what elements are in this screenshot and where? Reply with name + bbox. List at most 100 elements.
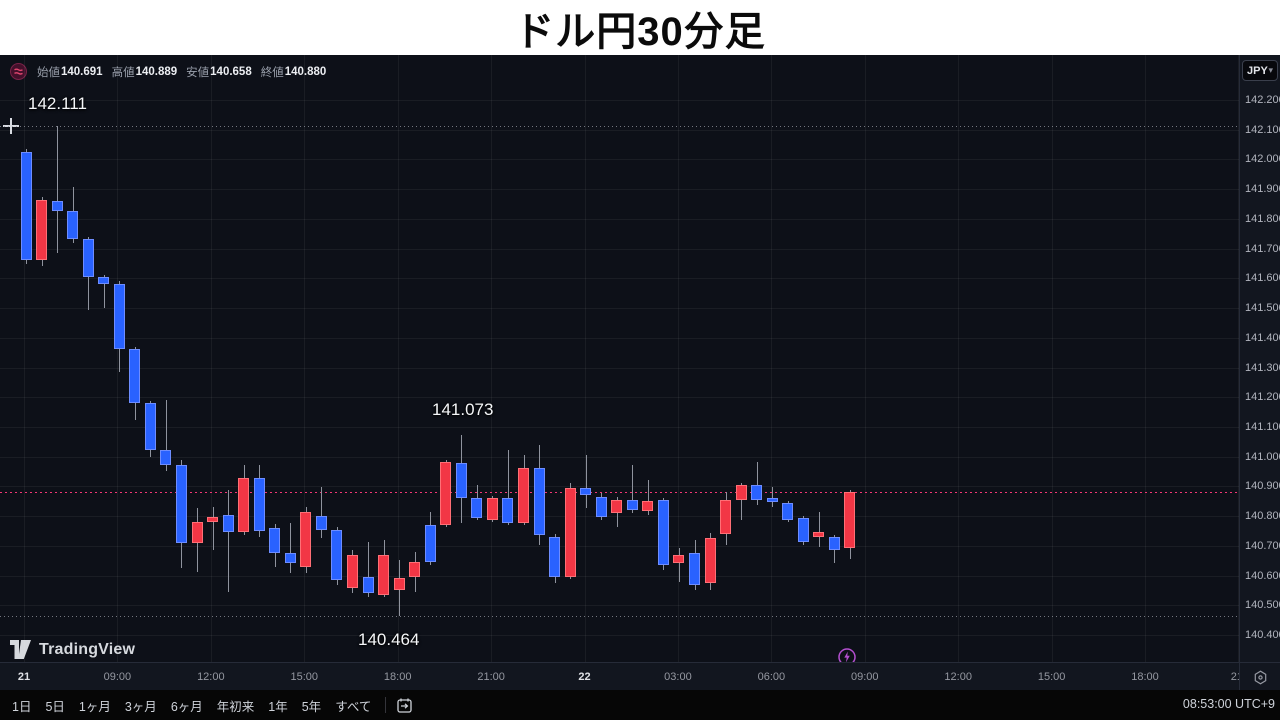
candle — [285, 553, 296, 563]
horizontal-gridline — [0, 248, 1239, 250]
vertical-gridline — [1052, 55, 1053, 662]
candle — [83, 239, 94, 277]
vertical-gridline — [678, 55, 679, 662]
range-button-5日[interactable]: 5日 — [45, 696, 64, 715]
candle-wick — [57, 126, 58, 253]
candle — [440, 462, 451, 525]
market-status-icon[interactable] — [838, 648, 856, 662]
candle — [673, 555, 684, 563]
candle — [238, 478, 249, 532]
time-tick-label: 12:00 — [944, 671, 972, 683]
price-tick-label: 140.400 — [1245, 629, 1280, 641]
price-tick-label: 140.900 — [1245, 480, 1280, 493]
candle — [129, 349, 140, 403]
price-axis[interactable]: JPY ▾ 142.200 142.100 142.000 141.900 141.80… — [1239, 55, 1280, 662]
range-button-3ヶ月[interactable]: 3ヶ月 — [125, 696, 157, 715]
time-tick-label: 15:00 — [290, 671, 319, 683]
price-tick-label: 140.700 — [1245, 539, 1280, 552]
candle — [720, 500, 731, 534]
vertical-gridline — [398, 55, 399, 662]
time-tick-label: 18:00 — [383, 671, 412, 683]
horizontal-gridline — [0, 308, 1239, 310]
horizontal-gridline — [0, 337, 1239, 339]
price-tick-label: 142.100 — [1245, 123, 1280, 136]
candle — [782, 503, 793, 520]
candle — [347, 555, 358, 588]
time-tick-label: 12:00 — [197, 671, 225, 683]
last-price-line — [0, 492, 1239, 493]
candle — [114, 284, 125, 349]
candle — [378, 555, 389, 595]
candle — [98, 277, 109, 284]
price-tick-label: 141.300 — [1245, 361, 1280, 374]
legend-high: 高値 140.889 — [111, 65, 178, 79]
candle — [425, 525, 436, 562]
currency-selector[interactable]: JPY ▾ — [1242, 60, 1278, 81]
vertical-gridline — [958, 55, 959, 662]
vertical-gridline — [585, 55, 586, 662]
symbol-icon[interactable] — [10, 63, 27, 80]
gear-icon[interactable] — [1253, 670, 1268, 685]
candle — [689, 553, 700, 585]
bottom-toolbar: 1日 5日 1ヶ月 3ヶ月 6ヶ月 年初来 1年 5年 すべて 08:53:00 UTC+9 — [0, 690, 1280, 720]
candle — [456, 463, 467, 498]
candle — [207, 517, 218, 522]
vertical-gridline — [491, 55, 492, 662]
range-button-1年[interactable]: 1年 — [268, 696, 287, 715]
candle — [565, 488, 576, 577]
currency-label: JPY — [1247, 64, 1268, 77]
date-range-icon[interactable] — [396, 697, 413, 714]
horizontal-gridline — [0, 575, 1239, 577]
range-button-6ヶ月[interactable]: 6ヶ月 — [171, 696, 203, 715]
candle — [596, 497, 607, 517]
candle-wick — [772, 487, 773, 507]
candle — [518, 468, 529, 523]
vertical-gridline — [1238, 55, 1239, 662]
candle — [471, 498, 482, 518]
tradingview-logo[interactable]: TradingView — [10, 640, 135, 659]
candle — [300, 512, 311, 567]
price-tick-label: 142.200 — [1245, 94, 1280, 106]
price-chart-plot[interactable]: 始値 140.691 高値 140.889 安値 140.658 終値 140.… — [0, 55, 1239, 662]
candle — [502, 498, 513, 523]
candle — [751, 485, 762, 500]
time-tick-label: 15:00 — [1037, 671, 1066, 683]
vertical-gridline — [24, 55, 25, 662]
timezone-settings-corner — [1239, 662, 1280, 691]
candle — [658, 500, 669, 565]
candle — [223, 515, 234, 532]
range-button-1日[interactable]: 1日 — [12, 696, 31, 715]
chevron-down-icon: ▾ — [1268, 65, 1273, 75]
horizontal-gridline — [0, 278, 1239, 280]
candle — [829, 537, 840, 550]
range-button-1ヶ月[interactable]: 1ヶ月 — [79, 696, 111, 715]
candle — [549, 537, 560, 577]
candle-wick — [819, 512, 820, 547]
candle — [394, 578, 405, 590]
candle-wick — [508, 450, 509, 525]
ohlc-legend: 始値 140.691 高値 140.889 安値 140.658 終値 140.… — [10, 63, 335, 80]
toolbar-divider — [385, 697, 387, 713]
time-tick-label: 21: — [1230, 671, 1239, 683]
candle — [487, 498, 498, 520]
time-tick-label: 18:00 — [1131, 671, 1159, 683]
time-axis[interactable]: 21 09:00 12:00 15:00 18:00 21:00 22 03:00 06:00 0… — [0, 662, 1239, 691]
candle — [580, 488, 591, 495]
candle-wick — [741, 483, 742, 520]
vertical-gridline — [211, 55, 212, 662]
range-button-5年[interactable]: 5年 — [302, 696, 321, 715]
candle — [176, 465, 187, 543]
range-button-年初来[interactable]: 年初来 — [217, 696, 255, 715]
range-button-すべて[interactable]: すべて — [335, 696, 371, 715]
candle — [534, 468, 545, 535]
candle — [52, 201, 63, 211]
legend-close: 終値 140.880 — [260, 65, 327, 79]
clock-label[interactable]: 08:53:00 UTC+9 — [1182, 697, 1275, 711]
candle-wick — [321, 487, 322, 538]
candle-wick — [679, 548, 680, 582]
price-annotation: 140.464 — [358, 629, 420, 649]
candle — [331, 530, 342, 580]
horizontal-gridline — [0, 129, 1239, 131]
candle — [316, 516, 327, 530]
price-tick-label: 141.100 — [1245, 420, 1280, 433]
